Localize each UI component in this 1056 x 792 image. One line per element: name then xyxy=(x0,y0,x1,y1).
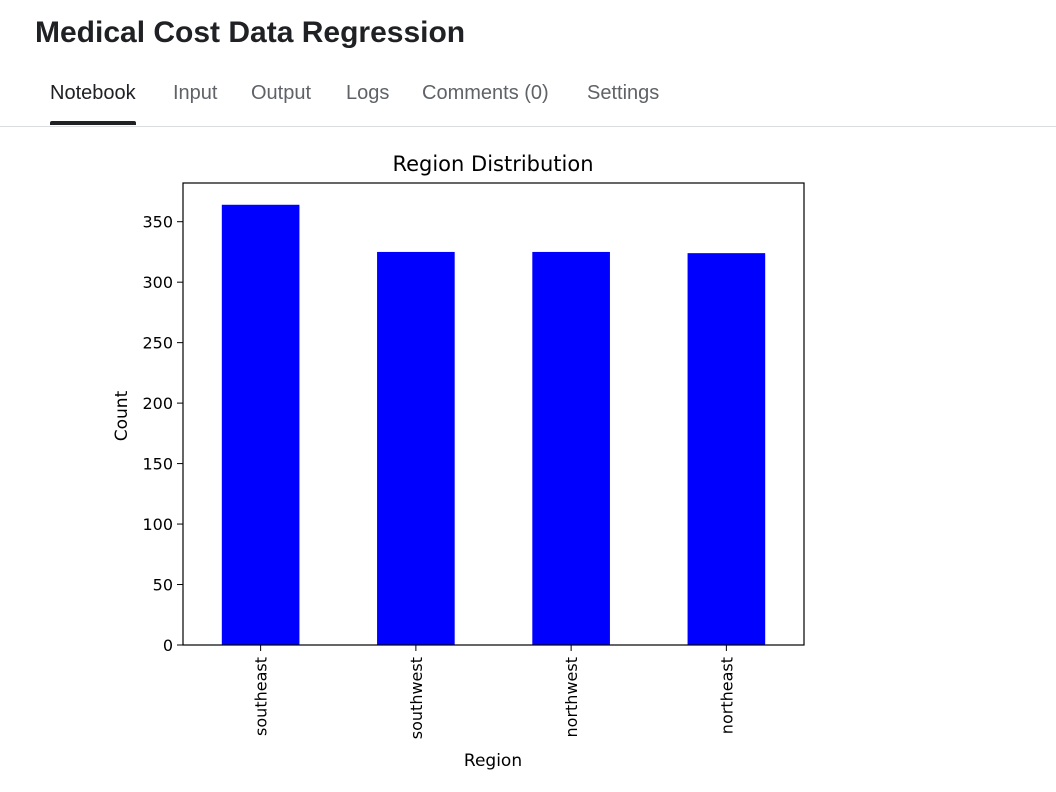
y-tick-label: 350 xyxy=(142,213,173,232)
y-axis-label: Count xyxy=(112,390,132,441)
tab-input[interactable]: Input xyxy=(173,82,218,104)
tab-output[interactable]: Output xyxy=(251,82,312,104)
y-tick-label: 150 xyxy=(142,455,173,474)
chart-output: Region Distribution 0 50 100 150 200 250 300 35… xyxy=(0,127,1056,792)
y-tick-label: 200 xyxy=(142,394,173,413)
x-tick-label: southwest xyxy=(407,657,426,739)
plot-frame xyxy=(182,182,805,646)
tab-comments[interactable]: Comments (0) xyxy=(422,82,549,104)
bar-northwest xyxy=(532,251,610,645)
bar-southeast xyxy=(221,204,300,645)
x-tick-label: northwest xyxy=(562,657,581,737)
tab-notebook[interactable]: Notebook xyxy=(50,82,136,125)
y-tick-label: 50 xyxy=(153,576,173,595)
tab-settings[interactable]: Settings xyxy=(587,82,660,104)
region-distribution-chart: Region Distribution 0 50 100 150 200 250 300 35… xyxy=(112,152,805,771)
y-tick-label: 300 xyxy=(142,273,173,292)
tab-bar: Notebook Input Output Logs Comments (0) … xyxy=(0,74,1056,127)
x-tick-label: northeast xyxy=(717,657,736,734)
bar-southwest xyxy=(377,251,455,645)
tab-logs[interactable]: Logs xyxy=(346,82,390,104)
x-tick-label: southeast xyxy=(252,657,271,736)
x-axis-label: Region xyxy=(464,751,522,771)
bar-northeast xyxy=(687,253,766,645)
y-tick-label: 100 xyxy=(142,515,173,534)
y-tick-label: 0 xyxy=(163,636,173,655)
page-title: Medical Cost Data Regression xyxy=(35,16,466,49)
chart-title: Region Distribution xyxy=(392,152,593,176)
y-tick-label: 250 xyxy=(142,334,173,353)
